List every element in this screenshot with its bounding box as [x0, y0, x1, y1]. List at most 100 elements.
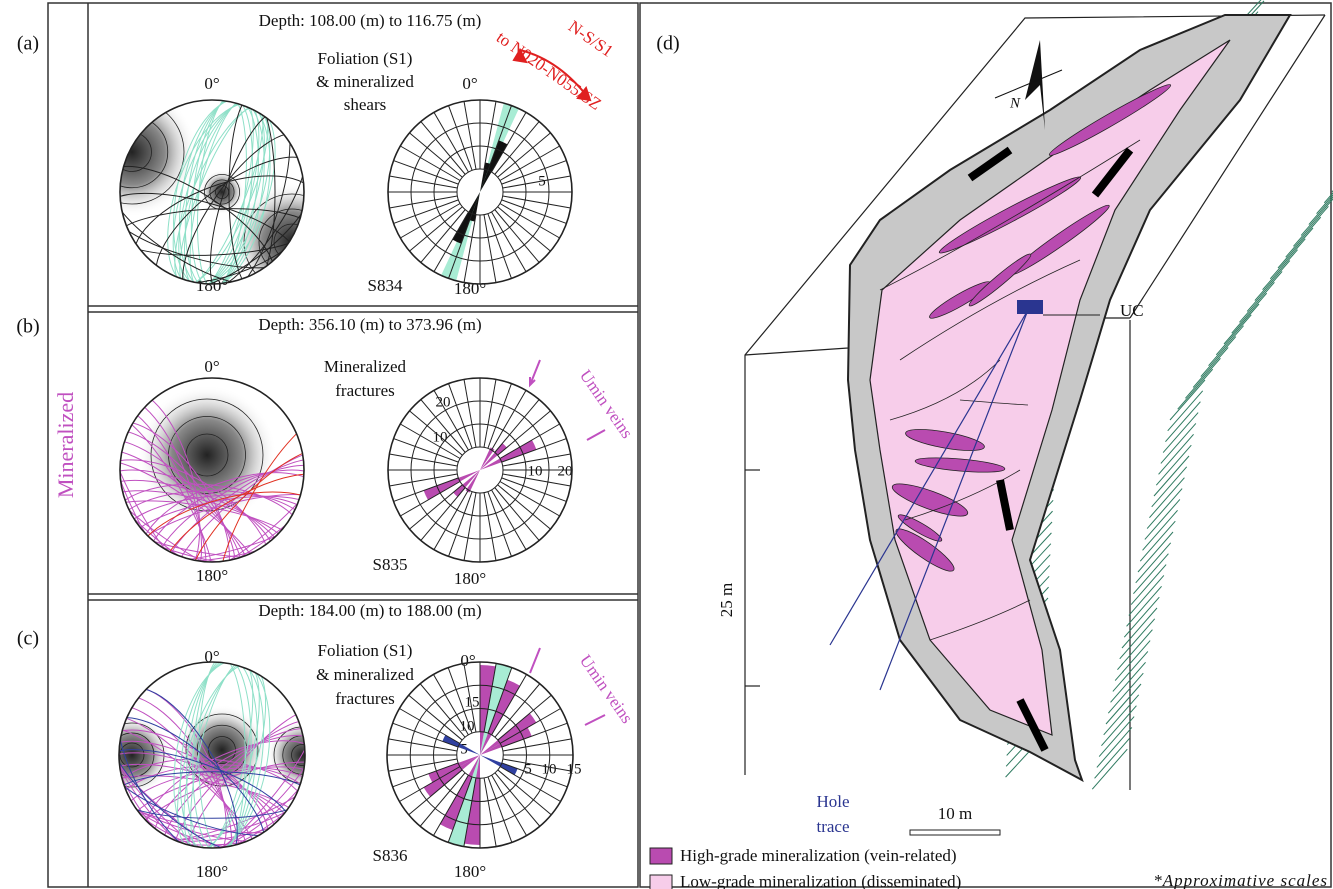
- rose-spoke: [494, 121, 540, 175]
- foliation-trace: [1155, 444, 1192, 486]
- scale-bar: [909, 829, 1001, 836]
- rose-spoke: [483, 777, 497, 847]
- density: [119, 715, 172, 795]
- rose-petal: [423, 755, 480, 797]
- rose-ring: [456, 168, 504, 216]
- shear-arrows: [967, 146, 1134, 752]
- rose-tick: 5: [460, 741, 468, 757]
- rose-spoke: [501, 160, 567, 185]
- foliation-trace: [1269, 238, 1306, 280]
- rose-spoke: [447, 667, 473, 734]
- note: *Approximative scales: [1153, 871, 1328, 889]
- foliation-trace: [1117, 629, 1153, 671]
- foliation-trace: [1126, 585, 1162, 627]
- foliation-trace: [1231, 292, 1268, 334]
- rose-petal: [440, 755, 480, 831]
- description: & mineralized: [316, 665, 414, 684]
- rose-spoke: [399, 708, 461, 744]
- stereo-south: 180°: [196, 862, 228, 881]
- rose-spoke: [502, 738, 572, 752]
- path: [904, 469, 1021, 521]
- rose-spoke: [393, 438, 459, 463]
- foliation-trace: [1285, 216, 1322, 258]
- great-circle: [120, 489, 304, 562]
- description: fractures: [335, 381, 394, 400]
- rose-spoke: [433, 674, 469, 736]
- rose-spoke: [501, 762, 568, 788]
- great-circle: [119, 717, 265, 848]
- stereo-north: 0°: [204, 647, 219, 666]
- path: [586, 429, 606, 441]
- rose-spoke: [388, 738, 458, 752]
- path: [529, 359, 541, 388]
- rose-ring: [387, 377, 573, 563]
- ellipse: [968, 253, 1032, 307]
- legend-swatch: [649, 847, 673, 865]
- foliation-trace: [1103, 694, 1140, 736]
- rose-spoke: [389, 175, 458, 189]
- rose-spoke: [494, 683, 541, 738]
- ellipse: [895, 528, 955, 572]
- foliation-trace: [1123, 596, 1160, 638]
- panel-label: (a): [17, 33, 39, 55]
- hole-trace-label: Hole: [816, 792, 849, 811]
- legend-label: High-grade mineralization (vein-related): [680, 846, 957, 865]
- rose-spoke: [491, 774, 527, 836]
- contour: [291, 744, 305, 766]
- rose-spoke: [502, 195, 571, 209]
- rose-petal: [465, 470, 480, 493]
- foliation-trace: [1185, 357, 1221, 399]
- stereo-north: 0°: [204, 74, 219, 93]
- foliation-trace: [1293, 205, 1329, 247]
- rose-petal: [480, 447, 495, 470]
- rose-petal: [480, 679, 520, 755]
- rose-spoke: [400, 423, 461, 459]
- rose-spoke: [487, 383, 512, 449]
- rose-spoke: [433, 211, 469, 272]
- rose-spoke: [499, 145, 560, 181]
- rose-spoke: [393, 199, 459, 224]
- rose-spoke: [448, 491, 473, 557]
- rose-spoke: [494, 487, 540, 541]
- depth: Depth: 184.00 (m) to 188.00 (m): [258, 601, 481, 620]
- hole-trace-label: trace: [816, 817, 849, 836]
- rose-south: 180°: [454, 862, 486, 881]
- description: fractures: [335, 689, 394, 708]
- rose-spoke: [497, 410, 551, 456]
- great-circle: [119, 716, 248, 848]
- rose-spoke: [400, 481, 461, 517]
- path: [899, 259, 1081, 361]
- great-circle: [120, 406, 207, 562]
- rose-ring: [433, 145, 527, 239]
- low-grade-zone: [869, 39, 1231, 736]
- rose-spoke: [483, 492, 497, 561]
- rose-south: 180°: [454, 569, 486, 588]
- rose-spoke: [463, 379, 477, 448]
- rose-spoke: [392, 722, 459, 748]
- foliation-trace: [1215, 314, 1252, 356]
- foliation-trace: [1133, 553, 1169, 595]
- foliation-trace: [1112, 651, 1149, 692]
- great-circle: [120, 449, 251, 562]
- legend-label: Low-grade mineralization (disseminated): [680, 872, 961, 889]
- rose-spoke: [491, 211, 527, 272]
- foliation-trace: [1254, 260, 1291, 301]
- contour: [185, 713, 259, 787]
- rose-tick: 10: [528, 463, 543, 479]
- contour: [203, 173, 240, 210]
- rose-spoke: [502, 473, 571, 487]
- rose-ring: [433, 708, 527, 802]
- path: [959, 399, 1029, 406]
- stereo-south: 180°: [196, 276, 228, 295]
- rose-spoke: [400, 145, 461, 181]
- panel-label: (d): [656, 33, 679, 55]
- great-circle: [119, 771, 305, 819]
- path: [879, 139, 1141, 291]
- stereo-south: 180°: [196, 566, 228, 585]
- rose-tick: 10: [542, 761, 557, 777]
- rose-spoke: [501, 199, 567, 224]
- great-circle: [173, 662, 271, 848]
- foliation-trace: [1142, 509, 1178, 551]
- rose-spoke: [463, 492, 477, 561]
- path: [512, 47, 592, 102]
